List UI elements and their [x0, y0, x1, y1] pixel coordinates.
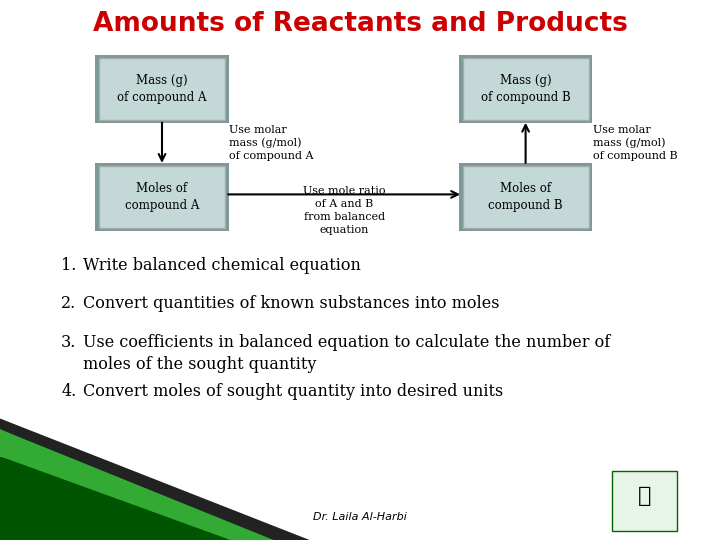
Text: Convert moles of sought quantity into desired units: Convert moles of sought quantity into de… [83, 383, 503, 400]
Text: Use molar
mass (g/mol)
of compound B: Use molar mass (g/mol) of compound B [593, 125, 678, 161]
Text: 4.: 4. [61, 383, 76, 400]
Polygon shape [0, 429, 302, 540]
FancyBboxPatch shape [99, 166, 225, 228]
Polygon shape [0, 456, 302, 540]
Text: Dr. Laila Al-Harbi: Dr. Laila Al-Harbi [313, 512, 407, 522]
FancyBboxPatch shape [99, 58, 225, 120]
Text: Write balanced chemical equation: Write balanced chemical equation [83, 256, 361, 273]
FancyBboxPatch shape [95, 56, 229, 123]
FancyBboxPatch shape [459, 56, 593, 123]
Text: Mass (g)
of compound A: Mass (g) of compound A [117, 74, 207, 104]
Text: 🕌: 🕌 [638, 485, 651, 506]
Text: Moles of
compound A: Moles of compound A [125, 182, 199, 212]
Text: 3.: 3. [61, 334, 76, 351]
Text: Moles of
compound B: Moles of compound B [488, 182, 563, 212]
Text: Use molar
mass (g/mol)
of compound A: Use molar mass (g/mol) of compound A [229, 125, 313, 161]
FancyBboxPatch shape [95, 163, 229, 231]
Polygon shape [0, 418, 310, 540]
Text: Amounts of Reactants and Products: Amounts of Reactants and Products [93, 11, 627, 37]
Text: 1.: 1. [61, 256, 76, 273]
Text: Mass (g)
of compound B: Mass (g) of compound B [481, 74, 570, 104]
FancyBboxPatch shape [612, 471, 677, 531]
FancyBboxPatch shape [462, 166, 588, 228]
Text: Use coefficients in balanced equation to calculate the number of
moles of the so: Use coefficients in balanced equation to… [83, 334, 610, 373]
FancyBboxPatch shape [462, 58, 588, 120]
Text: Convert quantities of known substances into moles: Convert quantities of known substances i… [83, 295, 499, 312]
Text: 2.: 2. [61, 295, 76, 312]
FancyBboxPatch shape [459, 163, 593, 231]
Text: Use mole ratio
of A and B
from balanced
equation: Use mole ratio of A and B from balanced … [303, 186, 385, 235]
